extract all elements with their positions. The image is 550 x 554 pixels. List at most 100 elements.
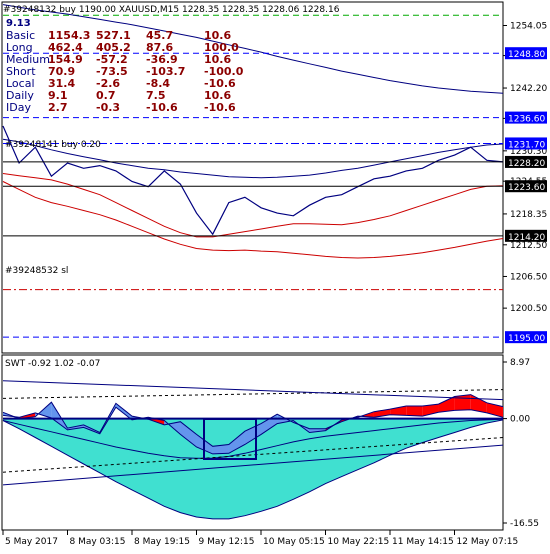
indicator-band-fill (244, 423, 262, 445)
time-tick-label: 8 May 19:15 (134, 537, 190, 547)
price-tick-label: 1206.50 (510, 272, 547, 282)
stats-value: 2.7 (48, 101, 68, 114)
stats-value: 87.6 (146, 41, 174, 54)
price-marker-label: 1214.20 (508, 233, 545, 243)
indicator-band-fill (115, 403, 133, 420)
price-series-line (2, 138, 504, 179)
indicator-line (2, 418, 504, 459)
stats-value: -100.0 (204, 65, 244, 78)
price-marker-label: 1223.60 (508, 183, 545, 193)
stats-value: -10.6 (204, 101, 236, 114)
price-marker-bg (505, 137, 547, 150)
stats-value: -73.5 (96, 65, 128, 78)
stats-value: -36.9 (146, 53, 178, 66)
price-series-line (2, 181, 504, 259)
price-marker-bg (505, 229, 547, 242)
price-marker-bg (505, 155, 547, 168)
indicator-band-fill (438, 396, 455, 413)
price-marker-label: 1195.00 (508, 334, 545, 344)
price-series-line (2, 4, 504, 94)
stats-value: 462.4 (48, 41, 83, 54)
price-marker-label: 1248.80 (508, 50, 545, 60)
stats-value: 527.1 (96, 29, 131, 42)
stats-value: 405.2 (96, 41, 131, 54)
stats-value: 100.0 (204, 41, 239, 54)
price-tick-label: 1254.05 (510, 21, 547, 31)
order-label-bottom: #39248532 sl (5, 266, 69, 276)
price-tick-label: 1242.20 (510, 84, 547, 94)
time-tick-label: 9 May 12:15 (199, 537, 255, 547)
stats-value: -10.6 (146, 101, 178, 114)
stats-value: -10.6 (204, 77, 236, 90)
stats-value: 10.6 (204, 29, 232, 42)
time-tick-label: 5 May 2017 (5, 537, 58, 547)
stats-row-label: Daily (6, 89, 34, 102)
price-marker-label: 1228.20 (508, 159, 545, 169)
time-tick-label: 10 May 22:15 (328, 537, 390, 547)
stats-value: 45.7 (146, 29, 174, 42)
stats-value: -0.3 (96, 101, 121, 114)
price-tick-label: 1200.50 (510, 304, 547, 314)
price-series-line (2, 173, 504, 238)
price-series-group (2, 4, 504, 259)
stats-row-label: Short (6, 65, 36, 78)
price-marker-label: 1231.70 (508, 140, 545, 150)
indicator-guide-line (2, 389, 504, 399)
indicator-band-fill (406, 405, 423, 417)
stats-value: 1154.3 (48, 29, 91, 42)
stats-value: 10.6 (204, 89, 232, 102)
indicator-band-fill (228, 431, 245, 454)
stats-row-label: Local (6, 77, 35, 90)
indicator-pane-border (1, 354, 504, 531)
price-tick-label: 1230.30 (510, 147, 547, 157)
order-label-top: #39248141 buy 0.20 (5, 140, 101, 150)
indicator-band-fill (470, 394, 487, 413)
value-line: 9.13 (6, 18, 31, 29)
price-marker-label: 1236.60 (508, 115, 545, 125)
stats-value: -2.6 (96, 77, 121, 90)
indicator-axis: 8.97 0.00 -16.55 (503, 358, 539, 529)
indicator-line (2, 419, 504, 520)
chart-header: #39248132 buy 1190.00 XAUUSD,M15 1228.35… (3, 5, 340, 15)
indicator-highlight-box (203, 418, 257, 460)
stats-row-label: Basic (6, 29, 36, 42)
stats-row-label: Medium (6, 53, 50, 66)
stats-row-label: IDay (6, 101, 31, 114)
time-tick-label: 12 May 07:15 (457, 537, 519, 547)
stats-value: 7.5 (146, 89, 166, 102)
stats-value: -8.4 (146, 77, 171, 90)
indicator-band-fill (180, 421, 197, 447)
indicator-label: SWT -0.92 1.02 -0.07 (5, 359, 101, 369)
indicator-lines (2, 380, 504, 520)
stats-value: 10.6 (204, 53, 232, 66)
time-tick-label: 8 May 03:15 (70, 537, 126, 547)
indicator-band-fill (309, 428, 326, 433)
price-marker-bg (505, 47, 547, 60)
indicator-tick-label: -16.55 (510, 519, 539, 529)
price-series-line (2, 125, 504, 236)
indicator-line (2, 401, 504, 447)
indicator-band-fill (454, 394, 471, 411)
stats-value: 70.9 (48, 65, 76, 78)
price-pane-border (1, 1, 504, 354)
price-marker-bg (505, 331, 547, 344)
time-tick-label: 10 May 05:15 (263, 537, 325, 547)
indicator-tick-label: 0.00 (510, 415, 530, 425)
price-pane[interactable]: 1254.051248.351242.201236.451230.301224.… (1, 1, 547, 354)
stats-row-label: Long (6, 41, 33, 54)
indicator-pane[interactable]: 8.97 0.00 -16.55 (1, 354, 539, 531)
indicator-band-fill (390, 405, 407, 416)
horizontal-levels (3, 14, 503, 291)
indicator-tick-label: 8.97 (510, 358, 530, 368)
stats-value: 154.9 (48, 53, 83, 66)
price-tick-label: 1212.50 (510, 241, 547, 251)
indicator-guide-line (2, 380, 504, 401)
price-tick-label: 1218.35 (510, 210, 547, 220)
stats-value: 9.1 (48, 89, 68, 102)
time-tick-label: 11 May 14:15 (392, 537, 454, 547)
time-axis: 5 May 2017 8 May 03:15 8 May 19:15 9 May 12… (2, 530, 519, 547)
price-marker-bg (505, 180, 547, 193)
price-level-markers: 1248.80 1236.60 1231.70 1228.20 1223.60 1214.… (3, 47, 547, 344)
